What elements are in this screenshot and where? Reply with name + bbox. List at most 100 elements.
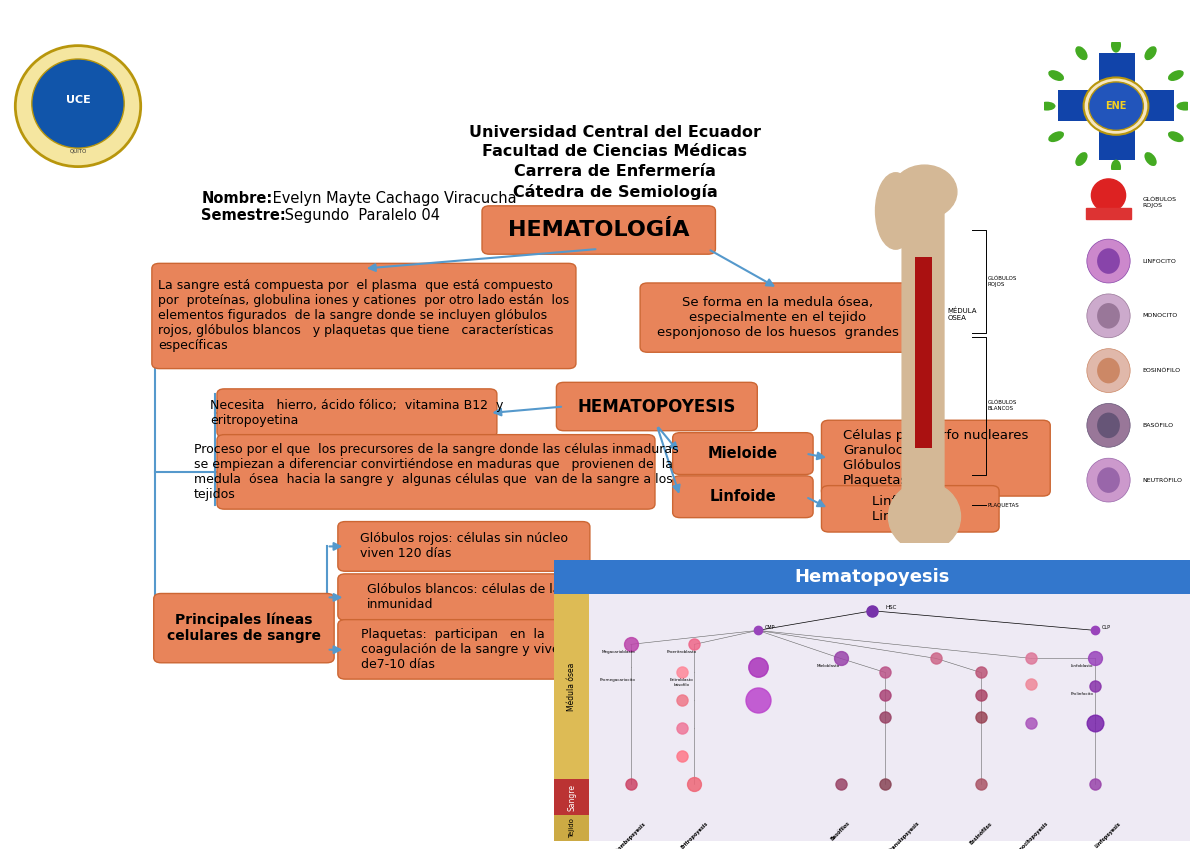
Ellipse shape [16,46,140,166]
Text: La sangre está compuesta por  el plasma  que está compuesto
por  proteínas, glob: La sangre está compuesta por el plasma q… [158,279,570,352]
FancyBboxPatch shape [822,420,1050,496]
Text: Evelyn Mayte Cachago Viracucha: Evelyn Mayte Cachago Viracucha [268,191,517,206]
Text: Linfopoyesis: Linfopoyesis [1093,821,1122,849]
Ellipse shape [1087,239,1130,283]
Text: Universidad Central del Ecuador: Universidad Central del Ecuador [469,125,761,140]
Text: Linfoblasto: Linfoblasto [1072,664,1093,668]
Text: BASÓFILO: BASÓFILO [1142,423,1174,428]
Text: CMP: CMP [764,625,775,630]
Ellipse shape [1097,467,1120,493]
FancyBboxPatch shape [482,205,715,254]
Text: Segundo  Paralelo 04: Segundo Paralelo 04 [281,208,440,222]
Ellipse shape [1084,77,1148,135]
Text: Basófilos: Basófilos [830,821,851,842]
Text: Megacarioblasto: Megacarioblasto [601,650,635,654]
Text: Proeritroblasto: Proeritroblasto [666,650,697,654]
Text: QUITO: QUITO [70,149,86,153]
Ellipse shape [32,59,125,148]
FancyBboxPatch shape [338,574,590,621]
FancyBboxPatch shape [901,177,944,520]
Bar [1058,90,1174,121]
FancyBboxPatch shape [673,433,814,475]
Ellipse shape [1075,46,1087,60]
Text: LINFOCITO: LINFOCITO [1142,259,1176,263]
Ellipse shape [1097,357,1120,384]
Text: ENE: ENE [1105,101,1127,111]
Text: HSC: HSC [886,605,896,610]
Bar [1086,208,1132,219]
Ellipse shape [1111,37,1121,53]
Text: Semestre:: Semestre: [202,208,286,222]
Ellipse shape [1049,70,1064,81]
Ellipse shape [1097,248,1120,274]
Text: Hematopoyesis: Hematopoyesis [794,568,950,586]
Text: Prolinfocito: Prolinfocito [1070,692,1093,696]
Text: Monocitopoyesis: Monocitopoyesis [1013,821,1050,849]
Text: PLAQUETAS: PLAQUETAS [988,503,1020,508]
Bar [554,560,1190,594]
Text: Glóbulos rojos: células sin núcleo
viven 120 días: Glóbulos rojos: células sin núcleo viven… [360,532,568,560]
Text: Médula ósea: Médula ósea [568,662,576,711]
Text: Principales líneas
celulares de sangre: Principales líneas celulares de sangre [167,613,320,644]
FancyBboxPatch shape [557,382,757,430]
Ellipse shape [1145,152,1157,166]
Text: Proceso por el que  los precursores de la sangre donde las células inmaduras
se : Proceso por el que los precursores de la… [193,443,678,501]
Text: Facultad de Ciencias Médicas: Facultad de Ciencias Médicas [482,144,748,160]
Text: GLÓBULOS
ROJOS: GLÓBULOS ROJOS [1142,197,1177,208]
Ellipse shape [1097,413,1120,438]
Text: Glóbulos blancos: células de la
inmunidad: Glóbulos blancos: células de la inmunida… [367,583,560,611]
FancyBboxPatch shape [217,389,497,437]
Text: Linfoide: Linfoide [709,489,776,504]
Text: Linfocitos B
Linfocitos T: Linfocitos B Linfocitos T [871,495,949,523]
Text: Carrera de Enfermería: Carrera de Enfermería [514,164,716,179]
Text: Sangre: Sangre [568,784,576,811]
Text: Mieloide: Mieloide [708,446,778,461]
Ellipse shape [1049,132,1064,142]
FancyBboxPatch shape [338,521,590,571]
FancyBboxPatch shape [822,486,1000,532]
Text: Eritropoyesis: Eritropoyesis [679,821,709,849]
Text: Cátedra de Semiología: Cátedra de Semiología [512,183,718,200]
Ellipse shape [1088,82,1144,131]
FancyBboxPatch shape [916,256,932,448]
Text: Necesita   hierro, ácido fólico;  vitamina B12  y
eritropoyetina: Necesita hierro, ácido fólico; vitamina … [210,399,504,427]
Ellipse shape [876,172,916,250]
Text: Eritroblasto
básofilo: Eritroblasto básofilo [670,678,694,687]
Ellipse shape [1075,152,1087,166]
Text: Promegacariocito: Promegacariocito [600,678,636,682]
Ellipse shape [1168,70,1183,81]
FancyBboxPatch shape [154,593,334,663]
Text: Se forma en la medula ósea,
especialmente en el tejido
esponjonoso de los huesos: Se forma en la medula ósea, especialment… [656,296,899,339]
Ellipse shape [1087,403,1130,447]
Bar [554,815,589,841]
Ellipse shape [1097,303,1120,329]
FancyBboxPatch shape [152,263,576,368]
Ellipse shape [1087,458,1130,502]
Ellipse shape [1176,102,1194,110]
Text: Granulopoyesis: Granulopoyesis [888,821,920,849]
Bar [1099,53,1135,160]
Text: UCE: UCE [66,95,90,104]
FancyBboxPatch shape [338,620,590,679]
Text: MONOCITO: MONOCITO [1142,313,1178,318]
Text: GLÓBULOS
BLANCOS: GLÓBULOS BLANCOS [988,401,1018,411]
Bar [589,594,1190,841]
Bar [554,594,589,779]
Ellipse shape [1087,349,1130,392]
Text: Nombre:: Nombre: [202,191,272,206]
FancyBboxPatch shape [640,283,916,352]
Text: HEMATOPOYESIS: HEMATOPOYESIS [577,397,736,415]
Ellipse shape [1038,102,1056,110]
Text: Trombopoyesis: Trombopoyesis [614,821,647,849]
Text: Tejido: Tejido [569,818,575,838]
Ellipse shape [1092,179,1126,211]
Bar [554,779,589,815]
Ellipse shape [1145,46,1157,60]
Text: EOSINÓFILO: EOSINÓFILO [1142,368,1181,373]
Ellipse shape [1087,294,1130,338]
FancyBboxPatch shape [217,435,655,509]
Text: CLP: CLP [1102,625,1110,630]
Ellipse shape [1111,160,1121,175]
Text: Eosinófilos: Eosinófilos [968,821,992,846]
Ellipse shape [1168,132,1183,142]
